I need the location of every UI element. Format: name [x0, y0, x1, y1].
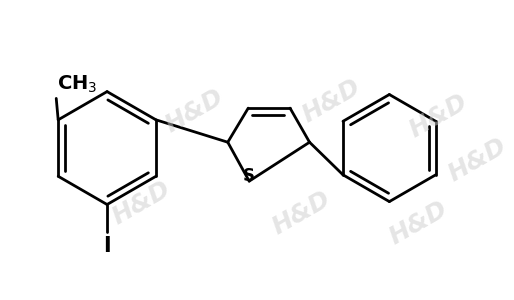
Text: I: I — [103, 236, 111, 256]
Text: CH$_3$: CH$_3$ — [57, 74, 98, 95]
Text: H&D: H&D — [161, 85, 228, 137]
Text: H&D: H&D — [405, 90, 471, 142]
Text: H&D: H&D — [268, 187, 335, 239]
Text: S: S — [243, 167, 255, 185]
Text: H&D: H&D — [385, 197, 452, 249]
Text: H&D: H&D — [298, 75, 364, 128]
Text: H&D: H&D — [108, 177, 175, 230]
Text: H&D: H&D — [444, 134, 510, 186]
